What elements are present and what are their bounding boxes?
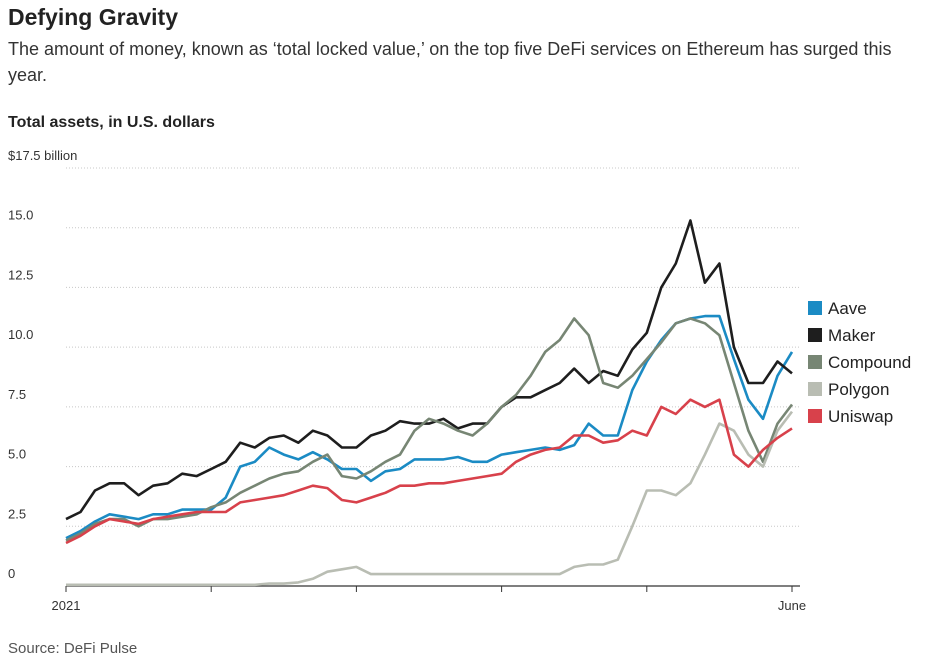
y-tick-label: 2.5	[8, 506, 26, 521]
legend-label: Compound	[828, 353, 911, 372]
y-tick-label: 7.5	[8, 387, 26, 402]
legend-label: Maker	[828, 326, 876, 345]
y-tick-label: 15.0	[8, 208, 33, 223]
legend-swatch	[808, 382, 822, 396]
x-tick-label: June	[778, 598, 806, 613]
y-axis-title: Total assets, in U.S. dollars	[8, 114, 215, 131]
series-line	[65, 398, 793, 545]
legend-swatch	[808, 409, 822, 423]
y-tick-label: 0	[8, 566, 15, 581]
legend-swatch	[808, 328, 822, 342]
series-line	[66, 410, 794, 587]
chart-subtitle: The amount of money, known as ‘total loc…	[8, 39, 892, 85]
series-line	[65, 317, 794, 542]
chart-title: Defying Gravity	[8, 4, 178, 30]
y-tick-label: 10.0	[8, 327, 33, 342]
legend-label: Aave	[828, 299, 867, 318]
legend-label: Uniswap	[828, 407, 893, 426]
y-tick-label: 12.5	[8, 267, 33, 282]
legend-label: Polygon	[828, 380, 889, 399]
y-tick-label: 5.0	[8, 447, 26, 462]
x-tick-label: 2021	[52, 598, 81, 613]
y-tick-label: $17.5 billion	[8, 148, 77, 163]
series-line	[65, 219, 793, 521]
legend-swatch	[808, 355, 822, 369]
series-line	[65, 314, 794, 540]
source-note: Source: DeFi Pulse	[8, 640, 138, 657]
legend-swatch	[808, 301, 822, 315]
